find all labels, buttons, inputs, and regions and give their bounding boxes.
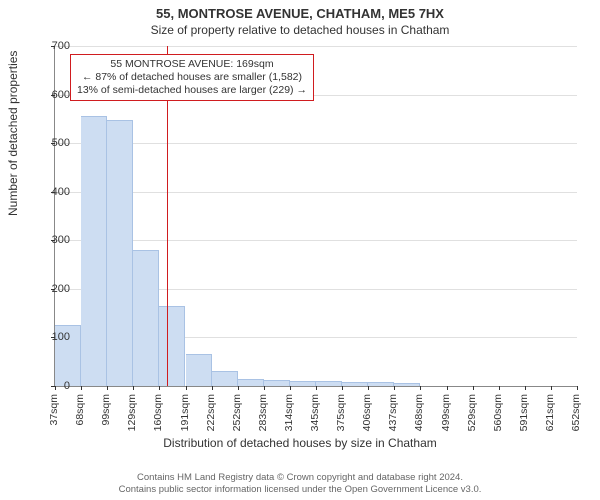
histogram-bar bbox=[368, 382, 394, 386]
histogram-bar bbox=[212, 371, 238, 386]
x-axis-label: Distribution of detached houses by size … bbox=[0, 436, 600, 450]
xtick-mark bbox=[551, 386, 552, 390]
ytick-label: 300 bbox=[30, 234, 70, 246]
chart-subtitle: Size of property relative to detached ho… bbox=[0, 21, 600, 37]
xtick-mark bbox=[473, 386, 474, 390]
histogram-bar bbox=[290, 381, 316, 386]
grid-line bbox=[55, 192, 577, 193]
xtick-label: 191sqm bbox=[179, 394, 191, 431]
xtick-mark bbox=[368, 386, 369, 390]
xtick-label: 499sqm bbox=[440, 394, 452, 431]
histogram-bar bbox=[316, 381, 342, 386]
xtick-mark bbox=[342, 386, 343, 390]
xtick-label: 437sqm bbox=[387, 394, 399, 431]
xtick-mark bbox=[159, 386, 160, 390]
ytick-label: 0 bbox=[30, 380, 70, 392]
credits-line-2: Contains public sector information licen… bbox=[0, 484, 600, 496]
xtick-mark bbox=[186, 386, 187, 390]
xtick-mark bbox=[499, 386, 500, 390]
xtick-label: 68sqm bbox=[74, 394, 86, 426]
xtick-mark bbox=[420, 386, 421, 390]
xtick-mark bbox=[447, 386, 448, 390]
annotation-line-2: ← 87% of detached houses are smaller (1,… bbox=[77, 71, 307, 84]
grid-line bbox=[55, 143, 577, 144]
xtick-mark bbox=[107, 386, 108, 390]
credits-line-1: Contains HM Land Registry data © Crown c… bbox=[0, 472, 600, 484]
histogram-bar bbox=[264, 380, 290, 386]
xtick-mark bbox=[212, 386, 213, 390]
ytick-label: 100 bbox=[30, 331, 70, 343]
xtick-label: 652sqm bbox=[570, 394, 582, 431]
histogram-bar bbox=[133, 250, 159, 386]
xtick-mark bbox=[290, 386, 291, 390]
histogram-bar bbox=[238, 379, 264, 386]
xtick-label: 560sqm bbox=[492, 394, 504, 431]
histogram-bar bbox=[186, 354, 212, 386]
histogram-bar bbox=[159, 306, 185, 386]
grid-line bbox=[55, 240, 577, 241]
xtick-label: 222sqm bbox=[205, 394, 217, 431]
y-axis-label: Number of detached properties bbox=[6, 51, 20, 216]
histogram-bar bbox=[394, 383, 420, 386]
credits: Contains HM Land Registry data © Crown c… bbox=[0, 472, 600, 496]
xtick-label: 99sqm bbox=[100, 394, 112, 426]
histogram-bar bbox=[342, 382, 368, 386]
xtick-mark bbox=[238, 386, 239, 390]
xtick-mark bbox=[133, 386, 134, 390]
ytick-label: 700 bbox=[30, 40, 70, 52]
ytick-label: 600 bbox=[30, 89, 70, 101]
annotation-box: 55 MONTROSE AVENUE: 169sqm← 87% of detac… bbox=[70, 54, 314, 101]
xtick-label: 160sqm bbox=[152, 394, 164, 431]
xtick-mark bbox=[525, 386, 526, 390]
xtick-label: 591sqm bbox=[518, 394, 530, 431]
xtick-mark bbox=[577, 386, 578, 390]
xtick-mark bbox=[316, 386, 317, 390]
xtick-label: 529sqm bbox=[466, 394, 478, 431]
xtick-label: 252sqm bbox=[231, 394, 243, 431]
xtick-label: 406sqm bbox=[361, 394, 373, 431]
xtick-mark bbox=[264, 386, 265, 390]
annotation-line-3: 13% of semi-detached houses are larger (… bbox=[77, 84, 307, 97]
xtick-mark bbox=[81, 386, 82, 390]
ytick-label: 500 bbox=[30, 137, 70, 149]
grid-line bbox=[55, 46, 577, 47]
xtick-label: 314sqm bbox=[283, 394, 295, 431]
xtick-mark bbox=[394, 386, 395, 390]
annotation-line-1: 55 MONTROSE AVENUE: 169sqm bbox=[77, 58, 307, 71]
chart-title: 55, MONTROSE AVENUE, CHATHAM, ME5 7HX bbox=[0, 0, 600, 21]
xtick-label: 345sqm bbox=[309, 394, 321, 431]
xtick-label: 283sqm bbox=[257, 394, 269, 431]
xtick-label: 468sqm bbox=[413, 394, 425, 431]
ytick-label: 400 bbox=[30, 186, 70, 198]
xtick-label: 375sqm bbox=[335, 394, 347, 431]
histogram-bar bbox=[81, 116, 107, 386]
ytick-label: 200 bbox=[30, 283, 70, 295]
histogram-bar bbox=[107, 120, 133, 386]
xtick-label: 129sqm bbox=[126, 394, 138, 431]
xtick-label: 37sqm bbox=[48, 394, 60, 426]
xtick-label: 621sqm bbox=[544, 394, 556, 431]
